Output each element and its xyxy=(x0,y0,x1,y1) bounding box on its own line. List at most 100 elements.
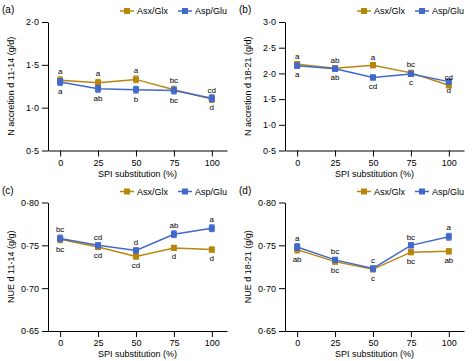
x-tick-label: 100 xyxy=(205,158,220,168)
point xyxy=(446,248,452,254)
legend-marker xyxy=(361,189,367,195)
y-tick: 0·5 xyxy=(263,146,285,156)
error-bar xyxy=(370,63,375,68)
y-tick-mark xyxy=(42,22,48,23)
y-tick: 1·5 xyxy=(26,60,48,70)
x-axis-line xyxy=(286,151,465,152)
error-bar xyxy=(333,66,338,71)
error-bar xyxy=(171,87,176,94)
point xyxy=(171,245,177,251)
point xyxy=(209,95,215,101)
y-tick-label: 0·75 xyxy=(258,241,276,251)
error-bar xyxy=(370,75,375,80)
point xyxy=(446,234,452,240)
y-tick: 2·5 xyxy=(263,43,285,53)
point-annotation: d xyxy=(134,238,138,247)
x-tick-mark xyxy=(297,331,298,337)
y-tick-mark xyxy=(42,331,48,332)
x-tick-mark xyxy=(335,331,336,337)
x-tick-label: 0 xyxy=(58,338,63,348)
x-tick: 25 xyxy=(331,331,341,348)
x-tick-mark xyxy=(60,151,61,157)
point xyxy=(57,79,63,85)
y-tick-label: 3·0 xyxy=(263,17,276,27)
legend-marker xyxy=(419,189,425,195)
annotations: aababccdaabcdcd xyxy=(295,52,453,95)
point-annotation: d xyxy=(210,103,214,112)
error-bar xyxy=(209,247,214,252)
y-tick-label: 0·80 xyxy=(21,198,39,208)
error-bar xyxy=(295,244,300,251)
error-bar xyxy=(209,95,214,102)
y-tick: 3·0 xyxy=(263,17,285,27)
y-axis: 0·5 1·0 1·5 2·0 xyxy=(26,17,49,156)
y-tick-label: 0·5 xyxy=(26,146,39,156)
y-tick: 0·75 xyxy=(258,241,285,251)
y-tick: 0·80 xyxy=(21,198,48,208)
error-bar xyxy=(96,85,101,92)
x-tick: 50 xyxy=(131,151,141,168)
y-tick: 1·0 xyxy=(26,103,48,113)
y-tick: 0·70 xyxy=(21,284,48,294)
point-annotation: a xyxy=(295,70,300,79)
point-annotation: ab xyxy=(444,256,453,265)
y-tick-mark xyxy=(42,108,48,109)
point-annotation: d xyxy=(172,252,176,261)
x-tick-label: 25 xyxy=(331,338,341,348)
point xyxy=(95,242,101,248)
x-tick-label: 75 xyxy=(406,338,416,348)
legend-item: Asp/Glu xyxy=(178,6,227,16)
y-tick: 2·0 xyxy=(263,69,285,79)
y-tick-label: 0·80 xyxy=(258,198,276,208)
x-tick-mark xyxy=(136,331,137,337)
x-axis-line xyxy=(49,331,228,332)
x-tick-mark xyxy=(411,151,412,157)
y-tick-mark xyxy=(279,73,285,74)
legend-item: Asx/Glx xyxy=(357,6,406,16)
y-tick-mark xyxy=(279,203,285,204)
legend-marker xyxy=(182,189,188,195)
point-annotation: ab xyxy=(169,221,178,230)
legend: Asx/GlxAsp/Glu xyxy=(120,6,227,16)
y-tick-label: 2·0 xyxy=(263,69,276,79)
x-tick: 75 xyxy=(169,151,179,168)
y-tick: 1·0 xyxy=(263,120,285,130)
error-bar xyxy=(333,66,338,71)
x-tick: 0 xyxy=(58,331,63,348)
x-tick-mark xyxy=(335,151,336,157)
point xyxy=(370,62,376,68)
x-tick: 25 xyxy=(331,151,341,168)
point-annotation: a xyxy=(447,223,452,232)
y-axis-title: N accretion d 11-14 (g/d) xyxy=(6,37,16,136)
x-tick-label: 0 xyxy=(295,158,300,168)
x-axis: 0255075100 xyxy=(286,331,465,348)
x-tick-label: 50 xyxy=(131,338,141,348)
y-tick: 0·80 xyxy=(258,198,285,208)
x-axis-title: SPI substitution (%) xyxy=(98,349,177,359)
point-annotation: cd xyxy=(94,251,102,260)
point-annotation: ab xyxy=(331,73,340,82)
x-tick-mark xyxy=(136,151,137,157)
y-tick-mark xyxy=(42,151,48,152)
x-tick-mark xyxy=(373,331,374,337)
panel: 02550751000·650·700·750·80SPI substituti… xyxy=(2,185,228,360)
y-axis-line xyxy=(285,203,286,332)
y-tick-mark xyxy=(279,331,285,332)
x-tick-label: 50 xyxy=(368,338,378,348)
y-tick-label: 0·70 xyxy=(258,284,276,294)
point-annotation: c xyxy=(371,274,375,283)
x-tick-label: 50 xyxy=(368,158,378,168)
point xyxy=(332,257,338,263)
point-annotation: cd xyxy=(208,86,216,95)
y-tick: 2·0 xyxy=(26,17,48,27)
y-axis-line xyxy=(48,23,49,152)
y-tick-label: 1·5 xyxy=(26,60,39,70)
point xyxy=(171,88,177,94)
point xyxy=(209,247,215,253)
y-tick-mark xyxy=(42,65,48,66)
x-tick-label: 25 xyxy=(94,158,104,168)
point-annotation: bc xyxy=(407,60,415,69)
error-bar xyxy=(58,235,63,242)
error-bar xyxy=(58,236,63,243)
x-tick-label: 50 xyxy=(131,158,141,168)
